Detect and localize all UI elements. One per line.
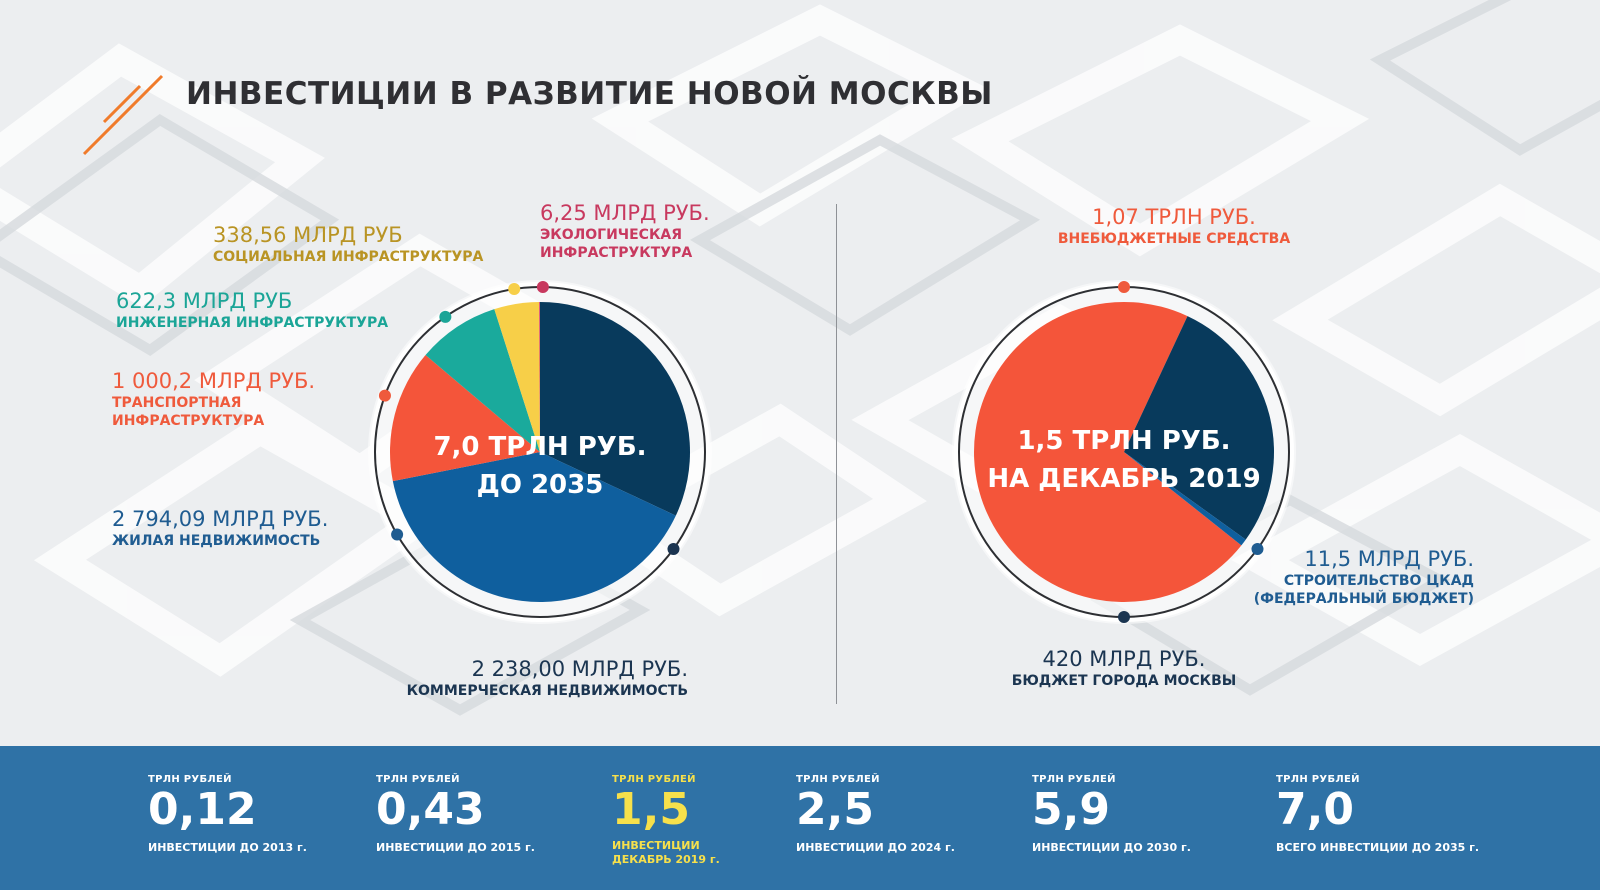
label-engineering-value: 622,3 МЛРД РУБ — [116, 289, 293, 313]
chart1-center-label: 7,0 ТРЛН РУБ. ДО 2035 — [380, 428, 700, 504]
stat-unit: ТРЛН РУБЛЕЙ — [612, 774, 696, 785]
chart2-center-label: 1,5 ТРЛН РУБ. НА ДЕКАБРЬ 2019 — [964, 422, 1284, 498]
stat-2015: ТРЛН РУБЛЕЙ 0,43 ИНВЕСТИЦИИ ДО 2015 г. — [376, 774, 535, 855]
label-commercial: 2 238,00 МЛРД РУБ. КОММЕРЧЕСКАЯ НЕДВИЖИМ… — [380, 656, 688, 700]
label-offbudget-category: ВНЕБЮДЖЕТНЫЕ СРЕДСТВА — [1057, 231, 1291, 247]
slice-social — [494, 302, 540, 452]
label-engineering: 622,3 МЛРД РУБ ИНЖЕНЕРНАЯ ИНФРАСТРУКТУРА — [116, 288, 388, 332]
label-commercial-value: 2 238,00 МЛРД РУБ. — [471, 657, 688, 681]
slice-offbudget — [974, 301, 1242, 602]
stat-unit: ТРЛН РУБЛЕЙ — [1276, 774, 1360, 785]
label-commercial-category: КОММЕРЧЕСКАЯ НЕДВИЖИМОСТЬ — [406, 683, 688, 699]
label-transport-value: 1 000,2 МЛРД РУБ. — [112, 369, 316, 393]
label-offbudget-value: 1,07 ТРЛН РУБ. — [1092, 205, 1256, 229]
stat-2013: ТРЛН РУБЛЕЙ 0,12 ИНВЕСТИЦИИ ДО 2013 г. — [148, 774, 307, 855]
divider — [836, 204, 837, 704]
stats-band — [0, 746, 1600, 890]
label-offbudget: 1,07 ТРЛН РУБ. ВНЕБЮДЖЕТНЫЕ СРЕДСТВА — [1004, 204, 1344, 248]
chart1-center-line-1: 7,0 ТРЛН РУБ. — [433, 432, 647, 462]
slice-housing — [392, 452, 676, 603]
stat-2019: ТРЛН РУБЛЕЙ 1,5 ИНВЕСТИЦИИ ДЕКАБРЬ 2019 … — [612, 774, 720, 867]
stat-description-1: ИНВЕСТИЦИИ — [612, 839, 700, 852]
marker-dot-ecology — [536, 281, 549, 294]
label-ecology-category-2: ИНФРАСТРУКТУРА — [540, 245, 693, 261]
label-tskad: 11,5 МЛРД РУБ. СТРОИТЕЛЬСТВО ЦКАД (ФЕДЕР… — [1188, 546, 1474, 608]
label-tskad-category-1: СТРОИТЕЛЬСТВО ЦКАД — [1283, 573, 1474, 589]
stat-description: ИНВЕСТИЦИИ ДО 2024 г. — [796, 841, 955, 854]
label-ecology-category-1: ЭКОЛОГИЧЕСКАЯ — [540, 227, 682, 243]
label-transport: 1 000,2 МЛРД РУБ. ТРАНСПОРТНАЯ ИНФРАСТРУ… — [112, 368, 315, 430]
label-housing: 2 794,09 МЛРД РУБ. ЖИЛАЯ НЕДВИЖИМОСТЬ — [112, 506, 328, 550]
marker-dot-engineering — [439, 310, 452, 323]
title-accent-lines — [82, 74, 164, 156]
label-social: 338,56 МЛРД РУБ СОЦИАЛЬНАЯ ИНФРАСТРУКТУР… — [213, 222, 483, 266]
stat-description: ИНВЕСТИЦИИ ДО 2013 г. — [148, 841, 307, 854]
stat-2024: ТРЛН РУБЛЕЙ 2,5 ИНВЕСТИЦИИ ДО 2024 г. — [796, 774, 955, 855]
marker-dot-social — [508, 283, 521, 296]
stat-description-2: ДЕКАБРЬ 2019 г. — [612, 853, 720, 866]
stat-value: 7,0 — [1276, 784, 1354, 835]
pie-chart-investments-2035 — [368, 280, 712, 624]
marker-dot-transport — [378, 389, 391, 402]
slice-tskad — [1124, 452, 1246, 546]
pie-chart-investments-2019 — [952, 280, 1296, 624]
label-ecology-value: 6,25 МЛРД РУБ. — [540, 201, 710, 225]
label-housing-value: 2 794,09 МЛРД РУБ. — [112, 507, 329, 531]
label-social-category: СОЦИАЛЬНАЯ ИНФРАСТРУКТУРА — [213, 249, 484, 265]
slice-transport — [389, 355, 540, 482]
marker-dot-offbudget — [1118, 281, 1130, 293]
stat-value: 2,5 — [796, 784, 874, 835]
label-tskad-category-2: (ФЕДЕРАЛЬНЫЙ БЮДЖЕТ) — [1253, 591, 1474, 607]
slice-moscow — [1124, 316, 1275, 540]
stat-2035: ТРЛН РУБЛЕЙ 7,0 ВСЕГО ИНВЕСТИЦИИ ДО 2035… — [1276, 774, 1479, 855]
stat-description: ИНВЕСТИЦИИ ДО 2030 г. — [1032, 841, 1191, 854]
stat-unit: ТРЛН РУБЛЕЙ — [1032, 774, 1116, 785]
chart2-center-line-2: НА ДЕКАБРЬ 2019 — [987, 464, 1261, 494]
stat-unit: ТРЛН РУБЛЕЙ — [376, 774, 460, 785]
label-social-value: 338,56 МЛРД РУБ — [213, 223, 403, 247]
stat-value: 0,43 — [376, 784, 485, 835]
page-title: ИНВЕСТИЦИИ В РАЗВИТИЕ НОВОЙ МОСКВЫ — [186, 76, 993, 112]
stat-description: ВСЕГО ИНВЕСТИЦИИ ДО 2035 г. — [1276, 841, 1480, 854]
slice-engineering — [425, 309, 540, 452]
chart1-center-line-2: ДО 2035 — [476, 470, 604, 500]
stat-unit: ТРЛН РУБЛЕЙ — [148, 774, 232, 785]
slice-commercial — [540, 302, 691, 516]
label-ecology: 6,25 МЛРД РУБ. ЭКОЛОГИЧЕСКАЯ ИНФРАСТРУКТ… — [540, 200, 710, 262]
label-transport-category-1: ТРАНСПОРТНАЯ — [112, 395, 242, 411]
stat-unit: ТРЛН РУБЛЕЙ — [796, 774, 880, 785]
stat-value: 0,12 — [148, 784, 257, 835]
marker-dot-moscow — [1118, 611, 1130, 623]
stat-value: 5,9 — [1032, 784, 1110, 835]
marker-dot-housing — [391, 528, 404, 541]
label-housing-category: ЖИЛАЯ НЕДВИЖИМОСТЬ — [112, 533, 321, 549]
chart2-center-line-1: 1,5 ТРЛН РУБ. — [1017, 426, 1231, 456]
label-transport-category-2: ИНФРАСТРУКТУРА — [112, 413, 265, 429]
stat-description: ИНВЕСТИЦИИ ДО 2015 г. — [376, 841, 535, 854]
marker-dot-tskad — [1251, 542, 1264, 555]
marker-dot-commercial — [667, 542, 680, 555]
label-tskad-value: 11,5 МЛРД РУБ. — [1304, 547, 1474, 571]
stat-2030: ТРЛН РУБЛЕЙ 5,9 ИНВЕСТИЦИИ ДО 2030 г. — [1032, 774, 1191, 855]
label-moscow-value: 420 МЛРД РУБ. — [1042, 647, 1206, 671]
label-engineering-category: ИНЖЕНЕРНАЯ ИНФРАСТРУКТУРА — [116, 315, 389, 331]
label-moscow-category: БЮДЖЕТ ГОРОДА МОСКВЫ — [1011, 673, 1237, 689]
stat-value: 1,5 — [612, 784, 690, 835]
label-moscow: 420 МЛРД РУБ. БЮДЖЕТ ГОРОДА МОСКВЫ — [964, 646, 1284, 690]
